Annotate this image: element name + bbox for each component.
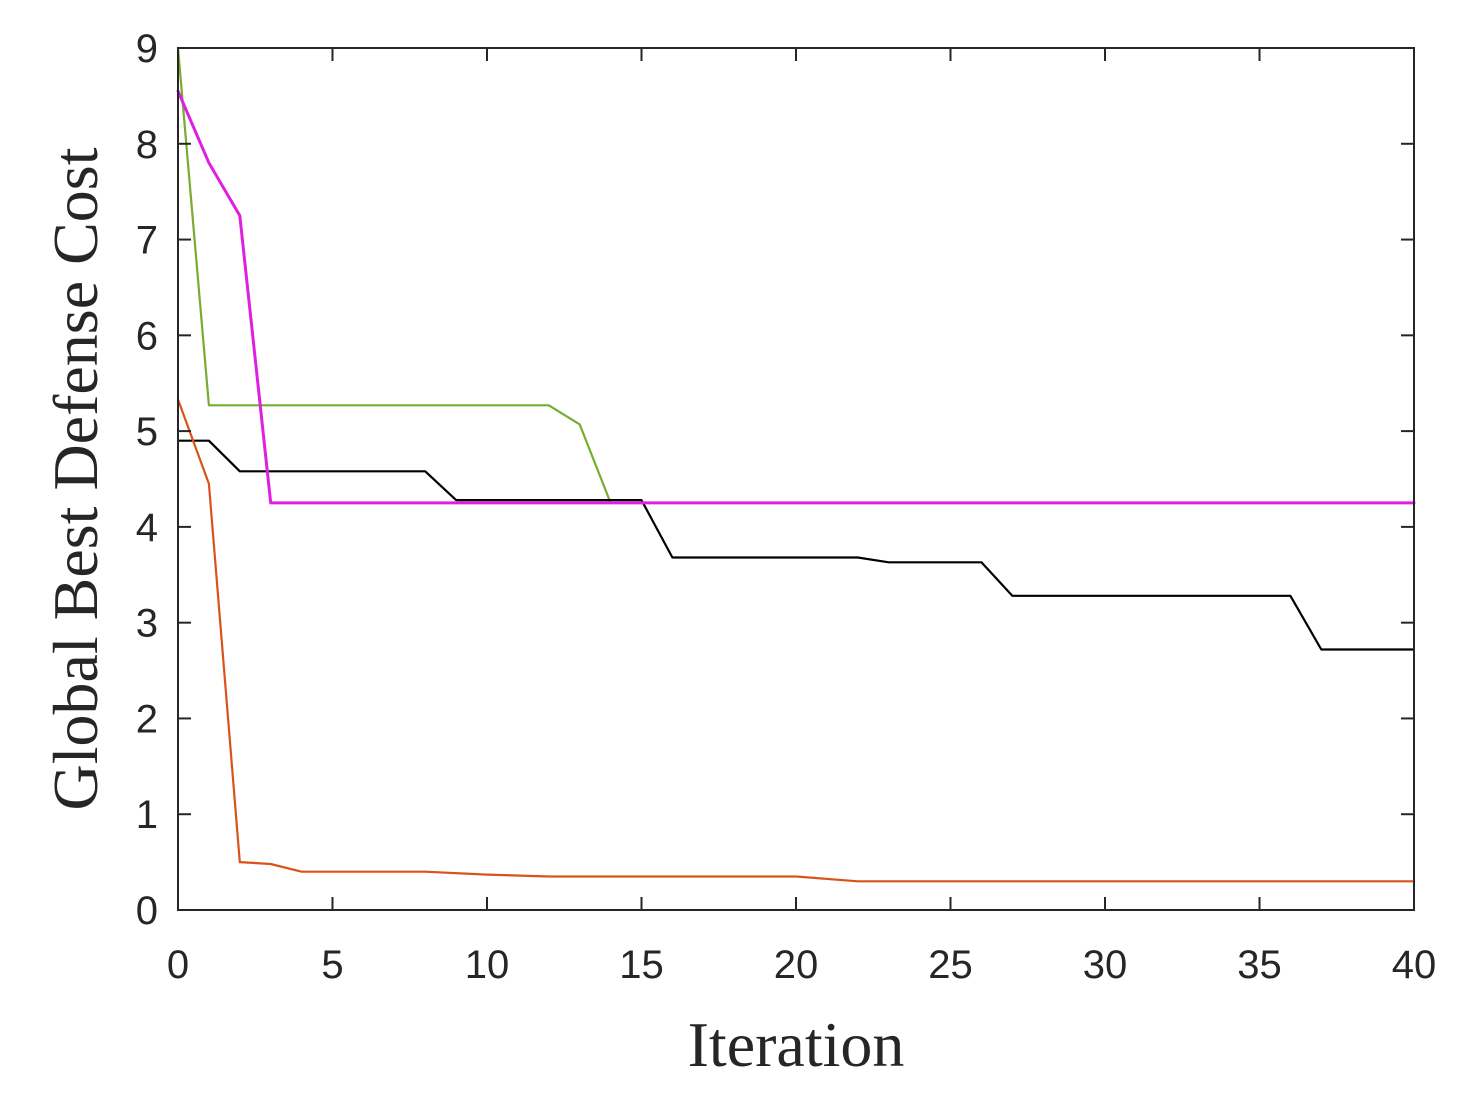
y-tick-label-1: 1 (136, 793, 158, 837)
y-tick-label-4: 4 (136, 506, 158, 550)
x-tick-labels: 0 5 10 15 20 25 30 35 40 (167, 943, 1436, 987)
y-tick-label-7: 7 (136, 219, 158, 263)
series-layer (176, 46, 1416, 883)
x-tick-label-2: 10 (465, 943, 510, 987)
plot-frame (177, 47, 1415, 911)
y-tick-label-2: 2 (136, 697, 158, 741)
x-tick-label-3: 15 (619, 943, 664, 987)
x-tick-label-6: 30 (1083, 943, 1128, 987)
y-axis-title: Global Best Defense Cost (40, 147, 111, 810)
x-tick-label-8: 40 (1392, 943, 1437, 987)
y-tick-label-3: 3 (136, 602, 158, 646)
x-tick-label-0: 0 (167, 943, 189, 987)
y-tick-label-5: 5 (136, 410, 158, 454)
series-line-4 (176, 89, 1416, 505)
series-line-2 (176, 439, 1416, 651)
y-tick-label-9: 9 (136, 27, 158, 71)
x-tick-label-1: 5 (321, 943, 343, 987)
series-line-1 (176, 46, 1416, 504)
ticks-layer (177, 47, 1415, 911)
y-tick-label-6: 6 (136, 314, 158, 358)
y-tick-label-8: 8 (136, 123, 158, 167)
x-axis-title: Iteration (688, 1009, 905, 1080)
x-tick-label-4: 20 (774, 943, 819, 987)
x-tick-label-5: 25 (928, 943, 973, 987)
y-tick-label-0: 0 (136, 889, 158, 933)
x-tick-label-7: 35 (1237, 943, 1282, 987)
series-line-3 (176, 398, 1416, 883)
y-tick-labels: 0 1 2 3 4 5 6 7 8 9 (136, 27, 158, 933)
